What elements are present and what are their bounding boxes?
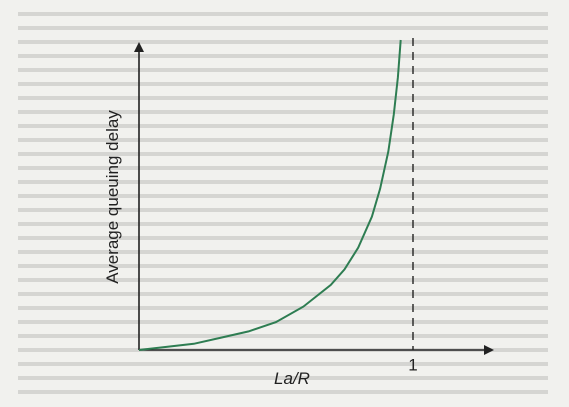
x-axis-label: La/R [274, 369, 310, 388]
x-tick-label-1: 1 [408, 355, 417, 374]
y-axis-label: Average queuing delay [103, 110, 122, 284]
delay-curve-series [138, 39, 402, 351]
